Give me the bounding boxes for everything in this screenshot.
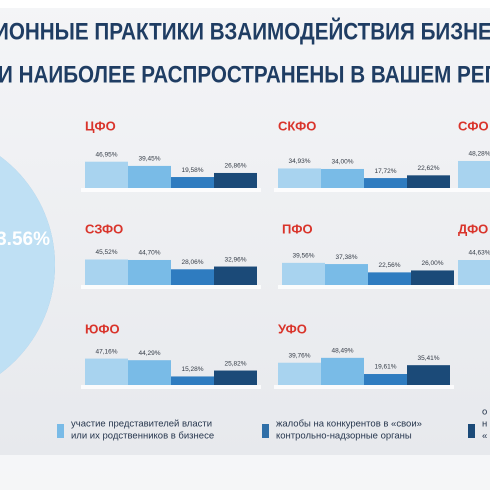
legend-swatch (468, 424, 475, 438)
bar (407, 175, 450, 188)
bar-value-label: 17,72% (374, 168, 396, 175)
bar (214, 172, 257, 188)
bar (321, 168, 364, 188)
bar-shadow (278, 285, 458, 289)
bar (458, 260, 490, 285)
bar-value-label: 39,56% (292, 253, 314, 260)
legend-text: или их родственников в бизнесе (71, 431, 214, 442)
bar (411, 270, 454, 285)
bar-shadow (81, 385, 261, 389)
bar-value-label: 39,45% (138, 156, 160, 163)
bar-value-label: 47,16% (95, 348, 117, 355)
bar-value-label: 32,96% (224, 256, 246, 263)
bar-value-label: 28,06% (181, 259, 203, 266)
bar (278, 362, 321, 385)
legend-text: н (482, 419, 487, 430)
region-title: ДФО (458, 221, 488, 236)
bar-shadow (454, 188, 490, 192)
legend-swatch (57, 424, 64, 438)
bar-value-label: 15,28% (181, 366, 203, 373)
legend-text: участие представителей власти (71, 419, 212, 430)
region-title: СКФО (278, 118, 316, 133)
bar-value-label: 44,29% (138, 350, 160, 357)
legend-text: контрольно-надзорные органы (276, 431, 412, 442)
bar (278, 168, 321, 188)
bar (458, 160, 490, 188)
bar (364, 178, 407, 188)
bar (214, 266, 257, 285)
bar-value-label: 46,95% (95, 151, 117, 158)
region-title: ЮФО (85, 321, 120, 336)
bar-value-label: 48,49% (331, 348, 353, 355)
bar (407, 365, 450, 385)
legend-swatch (262, 424, 269, 438)
bar (85, 161, 128, 188)
bar (128, 259, 171, 285)
legend-text: о (482, 407, 487, 418)
bar-value-label: 34,00% (331, 159, 353, 166)
bar (128, 360, 171, 385)
bar (128, 165, 171, 188)
bar-shadow (274, 188, 454, 192)
bar (171, 177, 214, 188)
bar-value-label: 44,70% (138, 250, 160, 257)
bar-value-label: 22,62% (417, 165, 439, 172)
region-title: СЗФО (85, 221, 123, 236)
bar (214, 370, 257, 385)
bar (364, 374, 407, 385)
bar-value-label: 35,41% (417, 355, 439, 362)
title-line: ИОННЫЕ ПРАКТИКИ ВЗАИМОДЕЙСТВИЯ БИЗНЕСА И… (0, 18, 490, 45)
bar-value-label: 39,76% (288, 352, 310, 359)
bar (325, 264, 368, 285)
bar (321, 357, 364, 385)
region-title: ЦФО (85, 118, 116, 133)
bar (171, 269, 214, 285)
bar-value-label: 26,00% (421, 260, 443, 267)
legend-text: « (482, 431, 487, 442)
bar-value-label: 19,61% (374, 364, 396, 371)
title-line: И НАИБОЛЕЕ РАСПРОСТРАНЕНЫ В ВАШЕМ РЕГИОН… (0, 61, 490, 88)
region-title: УФО (278, 321, 307, 336)
bar (171, 376, 214, 385)
bar-value-label: 25,82% (224, 360, 246, 367)
bar-shadow (81, 188, 261, 192)
bar-value-label: 26,86% (224, 163, 246, 170)
bar (368, 272, 411, 285)
pie-label: 43.56% (0, 229, 50, 250)
legend-text: жалобы на конкурентов в «свои» (276, 419, 422, 430)
region-title: ПФО (282, 221, 313, 236)
bar-value-label: 44,63% (468, 250, 490, 257)
bar-shadow (274, 385, 454, 389)
bar-value-label: 37,38% (335, 254, 357, 261)
bar-shadow (81, 285, 261, 289)
bar-value-label: 48,28% (468, 151, 490, 158)
bar (85, 259, 128, 285)
region-title: СФО (458, 118, 489, 133)
bar-shadow (454, 285, 490, 289)
bar (85, 358, 128, 385)
browser-strip (0, 0, 490, 8)
bar-value-label: 45,52% (95, 249, 117, 256)
pie-slice (0, 156, 55, 374)
bar-value-label: 34,93% (288, 158, 310, 165)
bar (282, 262, 325, 285)
bar-value-label: 22,56% (378, 262, 400, 269)
bar-value-label: 19,58% (181, 167, 203, 174)
bottom-strip (0, 455, 490, 490)
